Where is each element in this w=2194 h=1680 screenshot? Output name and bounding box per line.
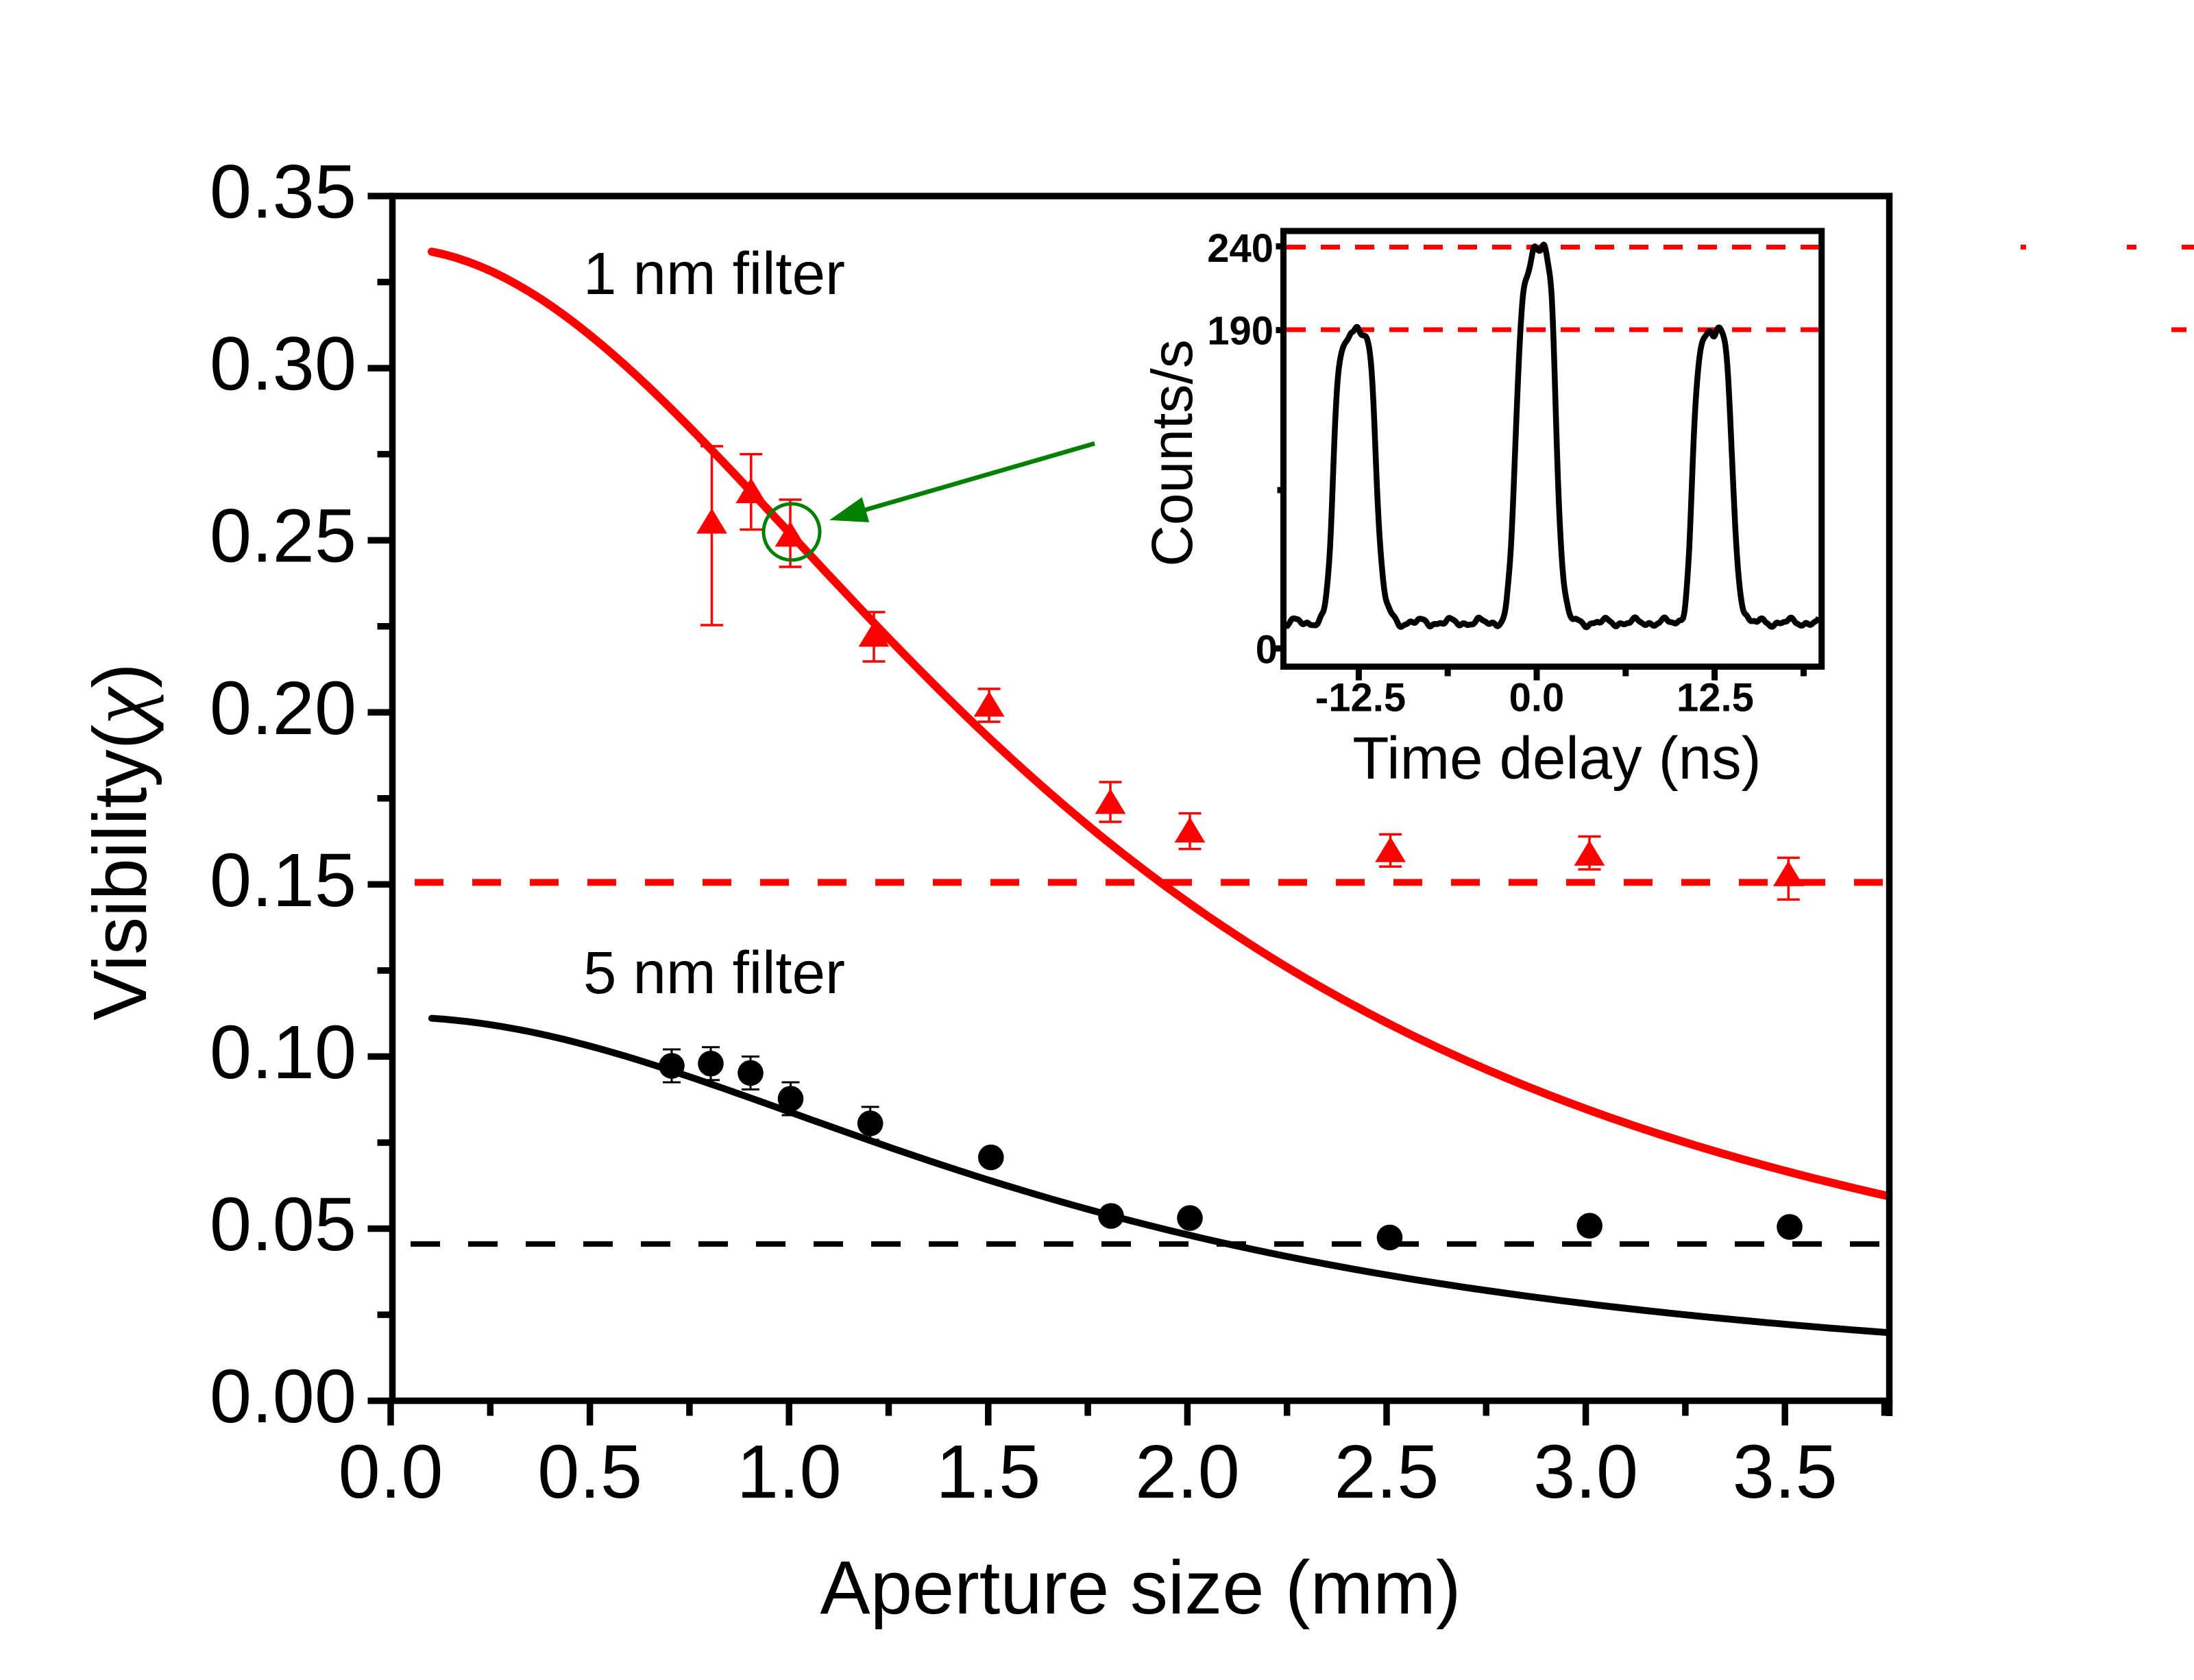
svg-text:0.30: 0.30	[210, 322, 356, 406]
svg-text:0.0: 0.0	[339, 1430, 443, 1514]
svg-text:2.5: 2.5	[1334, 1430, 1439, 1514]
svg-text:190: 190	[1207, 309, 1273, 354]
svg-text:Time delay (ns): Time delay (ns)	[1352, 725, 1761, 792]
svg-text:0.05: 0.05	[210, 1182, 356, 1267]
svg-text:-12.5: -12.5	[1315, 676, 1406, 720]
svg-text:12.5: 12.5	[1677, 676, 1754, 720]
svg-text:0.00: 0.00	[210, 1354, 356, 1439]
svg-text:1.5: 1.5	[936, 1430, 1040, 1514]
svg-text:0.35: 0.35	[210, 150, 356, 234]
svg-text:240: 240	[1207, 226, 1273, 271]
svg-text:0.15: 0.15	[210, 838, 356, 923]
svg-text:0.20: 0.20	[210, 666, 356, 751]
svg-text:2.0: 2.0	[1135, 1430, 1240, 1514]
svg-text:1 nm filter: 1 nm filter	[583, 241, 845, 307]
svg-text:Visibility(χ): Visibility(χ)	[73, 663, 164, 1020]
svg-text:0.5: 0.5	[537, 1430, 642, 1514]
svg-text:1.0: 1.0	[737, 1430, 842, 1514]
svg-text:5 nm filter: 5 nm filter	[583, 940, 845, 1006]
svg-text:3.0: 3.0	[1533, 1430, 1638, 1514]
svg-text:0.0: 0.0	[1509, 676, 1565, 720]
svg-text:3.5: 3.5	[1733, 1430, 1838, 1514]
svg-text:0.25: 0.25	[210, 494, 356, 579]
svg-text:Counts/s: Counts/s	[1140, 339, 1204, 567]
svg-text:Aperture size (mm): Aperture size (mm)	[820, 1546, 1461, 1630]
svg-text:0.10: 0.10	[210, 1010, 356, 1095]
svg-text:0: 0	[1256, 628, 1278, 672]
